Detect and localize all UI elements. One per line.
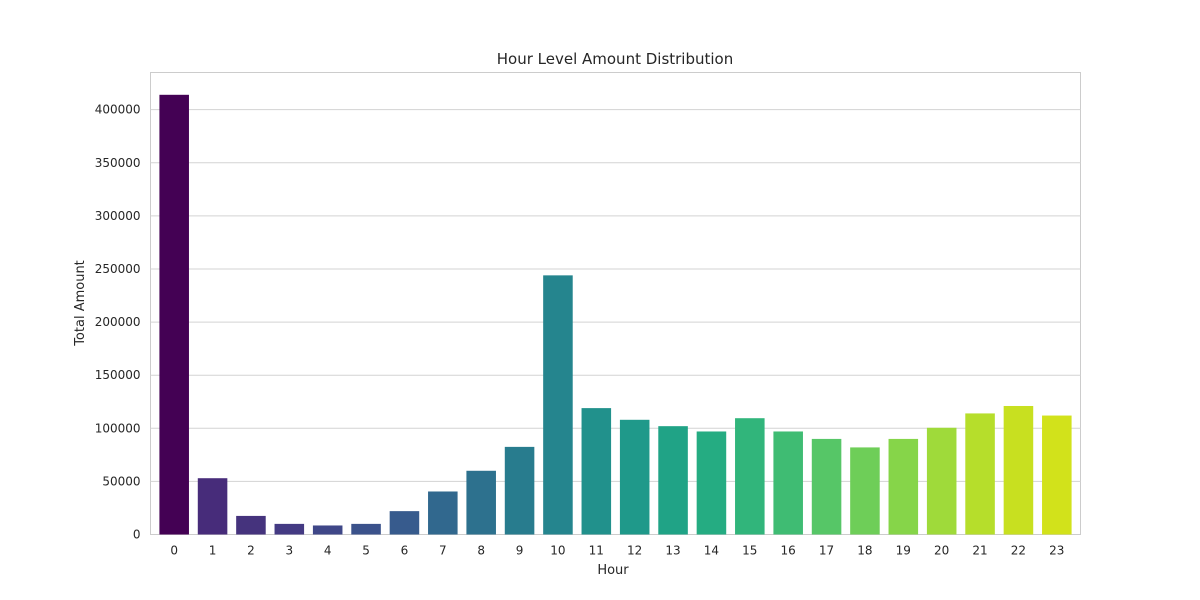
- bar-hour-6: [389, 511, 420, 535]
- x-tick-label: 15: [742, 544, 757, 558]
- y-tick-label: 100000: [95, 421, 141, 435]
- bars: [159, 94, 1072, 535]
- bar-hour-17: [811, 438, 842, 535]
- bar-hour-5: [351, 523, 381, 535]
- x-tick-label: 17: [819, 544, 834, 558]
- bar-hour-3: [274, 523, 305, 535]
- y-tick-label: 50000: [102, 474, 140, 488]
- x-axis-label: Hour: [597, 563, 629, 578]
- x-tick-label: 23: [1049, 544, 1064, 558]
- x-tick-label: 12: [627, 544, 642, 558]
- x-tick-label: 14: [704, 544, 719, 558]
- y-tick-labels: 0 50000 100000 150000 200000 250000 300000 3500…: [95, 103, 141, 542]
- bar-hour-19: [888, 438, 919, 535]
- x-tick-label: 19: [896, 544, 911, 558]
- x-tick-label: 1: [209, 544, 217, 558]
- chart-title: Hour Level Amount Distribution: [497, 50, 733, 68]
- x-tick-label: 3: [285, 544, 293, 558]
- y-tick-label: 150000: [95, 368, 141, 382]
- bar-hour-1: [197, 478, 228, 535]
- x-tick-label: 11: [589, 544, 604, 558]
- y-tick-label: 0: [133, 528, 141, 542]
- bar-hour-0: [159, 94, 189, 535]
- y-tick-label: 400000: [95, 103, 141, 117]
- bar-hour-15: [735, 418, 765, 535]
- x-tick-labels: 0 1 2 3 4 5 6 7 8 9 10 11 12 13 14 15 16 17 18 19 20 21 22 23: [170, 544, 1064, 558]
- bar-hour-22: [1003, 405, 1034, 535]
- x-tick-label: 4: [324, 544, 332, 558]
- x-tick-label: 21: [972, 544, 987, 558]
- plot-area: [150, 72, 1081, 535]
- x-tick-label: 9: [516, 544, 524, 558]
- x-tick-label: 22: [1011, 544, 1026, 558]
- x-tick-label: 5: [362, 544, 370, 558]
- x-tick-label: 16: [781, 544, 796, 558]
- bar-hour-18: [850, 447, 880, 535]
- bar-hour-20: [926, 427, 957, 535]
- y-axis-label: Total Amount: [73, 260, 88, 347]
- x-tick-label: 10: [550, 544, 565, 558]
- y-tick-label: 300000: [95, 209, 141, 223]
- x-tick-label: 13: [665, 544, 680, 558]
- bar-hour-21: [965, 413, 995, 535]
- y-tick-label: 250000: [95, 262, 141, 276]
- y-gridlines: [150, 109, 1081, 482]
- x-tick-label: 20: [934, 544, 949, 558]
- x-tick-label: 0: [170, 544, 178, 558]
- x-tick-label: 8: [477, 544, 485, 558]
- bar-hour-2: [236, 515, 266, 535]
- bar-hour-16: [773, 431, 803, 535]
- bar-hour-4: [312, 525, 343, 535]
- x-tick-label: 18: [857, 544, 872, 558]
- bar-hour-7: [428, 491, 458, 535]
- bar-hour-12: [619, 419, 650, 535]
- y-tick-label: 200000: [95, 315, 141, 329]
- x-tick-label: 6: [401, 544, 409, 558]
- x-tick-label: 7: [439, 544, 447, 558]
- bar-hour-13: [658, 426, 688, 535]
- bar-hour-11: [581, 408, 612, 535]
- y-tick-label: 350000: [95, 156, 141, 170]
- x-tick-label: 2: [247, 544, 255, 558]
- bar-hour-8: [466, 470, 496, 535]
- bar-hour-10: [543, 275, 573, 535]
- bar-hour-9: [504, 446, 535, 535]
- bar-hour-23: [1042, 415, 1072, 535]
- bar-hour-14: [696, 431, 727, 535]
